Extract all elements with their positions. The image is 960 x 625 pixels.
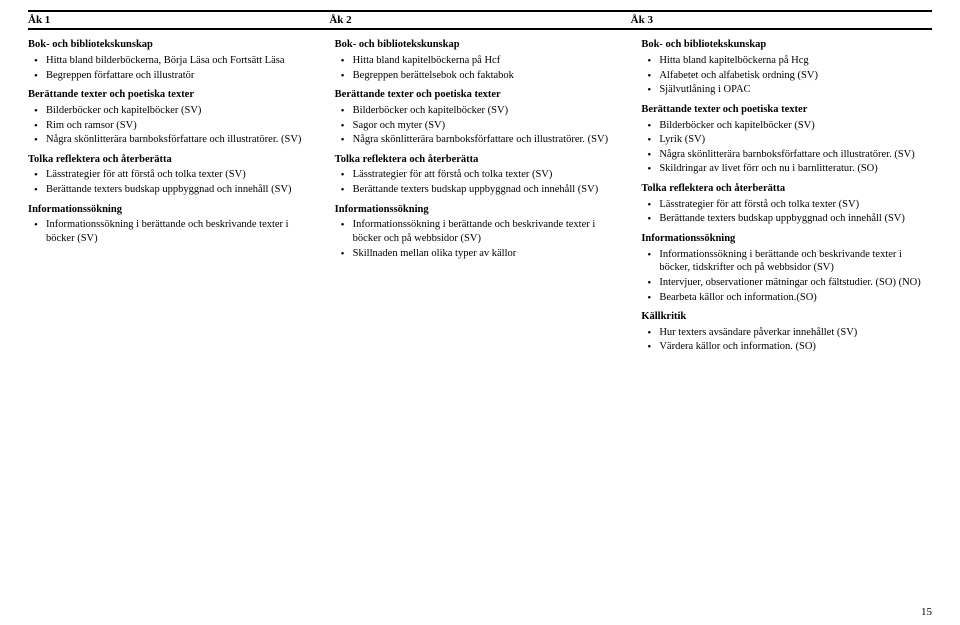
section-title: Informationssökning: [335, 203, 626, 217]
list-item: Informationssökning i berättande och bes…: [659, 248, 932, 275]
section-title: Tolka reflektera och återberätta: [641, 182, 932, 196]
list-item: Bilderböcker och kapitelböcker (SV): [46, 104, 319, 118]
list-item: Informationssökning i berättande och bes…: [46, 218, 319, 245]
list-item: Bilderböcker och kapitelböcker (SV): [353, 104, 626, 118]
section-title: Berättande texter och poetiska texter: [335, 88, 626, 102]
list-item: Berättande texters budskap uppbyggnad oc…: [46, 183, 319, 197]
column-ak1: Bok- och bibliotekskunskap Hitta bland b…: [28, 38, 319, 358]
list-item: Hitta bland bilderböckerna, Börja Läsa o…: [46, 54, 319, 68]
list-item: Några skönlitterära barnboksförfattare o…: [659, 148, 932, 162]
list-item: Bearbeta källor och information.(SO): [659, 291, 932, 305]
list-item: Informationssökning i berättande och bes…: [353, 218, 626, 245]
list-item: Några skönlitterära barnboksförfattare o…: [46, 133, 319, 147]
bullet-list: Lässtrategier för att förstå och tolka t…: [641, 198, 932, 226]
bullet-list: Bilderböcker och kapitelböcker (SV)Lyrik…: [641, 119, 932, 177]
list-item: Hur texters avsändare påverkar innehålle…: [659, 326, 932, 340]
list-item: Lässtrategier för att förstå och tolka t…: [46, 168, 319, 182]
section-title: Bok- och bibliotekskunskap: [641, 38, 932, 52]
list-item: Lyrik (SV): [659, 133, 932, 147]
section-title: Bok- och bibliotekskunskap: [335, 38, 626, 52]
page-number: 15: [921, 605, 932, 619]
bullet-list: Bilderböcker och kapitelböcker (SV)Sagor…: [335, 104, 626, 147]
list-item: Lässtrategier för att förstå och tolka t…: [659, 198, 932, 212]
list-item: Alfabetet och alfabetisk ordning (SV): [659, 69, 932, 83]
grade-header-3: Åk 3: [631, 13, 932, 27]
bullet-list: Lässtrategier för att förstå och tolka t…: [335, 168, 626, 196]
list-item: Värdera källor och information. (SO): [659, 340, 932, 354]
list-item: Några skönlitterära barnboksförfattare o…: [353, 133, 626, 147]
section-title: Berättande texter och poetiska texter: [641, 103, 932, 117]
section-title: Berättande texter och poetiska texter: [28, 88, 319, 102]
list-item: Berättande texters budskap uppbyggnad oc…: [659, 212, 932, 226]
bullet-list: Lässtrategier för att förstå och tolka t…: [28, 168, 319, 196]
content-row: Bok- och bibliotekskunskap Hitta bland b…: [28, 38, 932, 358]
section-title: Bok- och bibliotekskunskap: [28, 38, 319, 52]
section-title: Källkritik: [641, 310, 932, 324]
list-item: Sagor och myter (SV): [353, 119, 626, 133]
list-item: Berättande texters budskap uppbyggnad oc…: [353, 183, 626, 197]
bullet-list: Hitta bland kapitelböckerna på HcgAlfabe…: [641, 54, 932, 97]
list-item: Intervjuer, observationer mätningar och …: [659, 276, 932, 290]
section-title: Tolka reflektera och återberätta: [28, 153, 319, 167]
list-item: Begreppen författare och illustratör: [46, 69, 319, 83]
list-item: Skildringar av livet förr och nu i barnl…: [659, 162, 932, 176]
list-item: Hitta bland kapitelböckerna på Hcf: [353, 54, 626, 68]
bullet-list: Hitta bland bilderböckerna, Börja Läsa o…: [28, 54, 319, 82]
list-item: Skillnaden mellan olika typer av källor: [353, 247, 626, 261]
bullet-list: Hitta bland kapitelböckerna på HcfBegrep…: [335, 54, 626, 82]
list-item: Självutlåning i OPAC: [659, 83, 932, 97]
column-ak2: Bok- och bibliotekskunskap Hitta bland k…: [335, 38, 626, 358]
list-item: Lässtrategier för att förstå och tolka t…: [353, 168, 626, 182]
list-item: Hitta bland kapitelböckerna på Hcg: [659, 54, 932, 68]
section-title: Informationssökning: [641, 232, 932, 246]
bullet-list: Hur texters avsändare påverkar innehålle…: [641, 326, 932, 354]
column-ak3: Bok- och bibliotekskunskap Hitta bland k…: [641, 38, 932, 358]
bullet-list: Informationssökning i berättande och bes…: [641, 248, 932, 305]
list-item: Rim och ramsor (SV): [46, 119, 319, 133]
bullet-list: Informationssökning i berättande och bes…: [335, 218, 626, 260]
bullet-list: Bilderböcker och kapitelböcker (SV)Rim o…: [28, 104, 319, 147]
bullet-list: Informationssökning i berättande och bes…: [28, 218, 319, 245]
grade-header-2: Åk 2: [329, 13, 630, 27]
list-item: Bilderböcker och kapitelböcker (SV): [659, 119, 932, 133]
grade-header-row: Åk 1 Åk 2 Åk 3: [28, 10, 932, 30]
section-title: Informationssökning: [28, 203, 319, 217]
list-item: Begreppen berättelsebok och faktabok: [353, 69, 626, 83]
section-title: Tolka reflektera och återberätta: [335, 153, 626, 167]
grade-header-1: Åk 1: [28, 13, 329, 27]
